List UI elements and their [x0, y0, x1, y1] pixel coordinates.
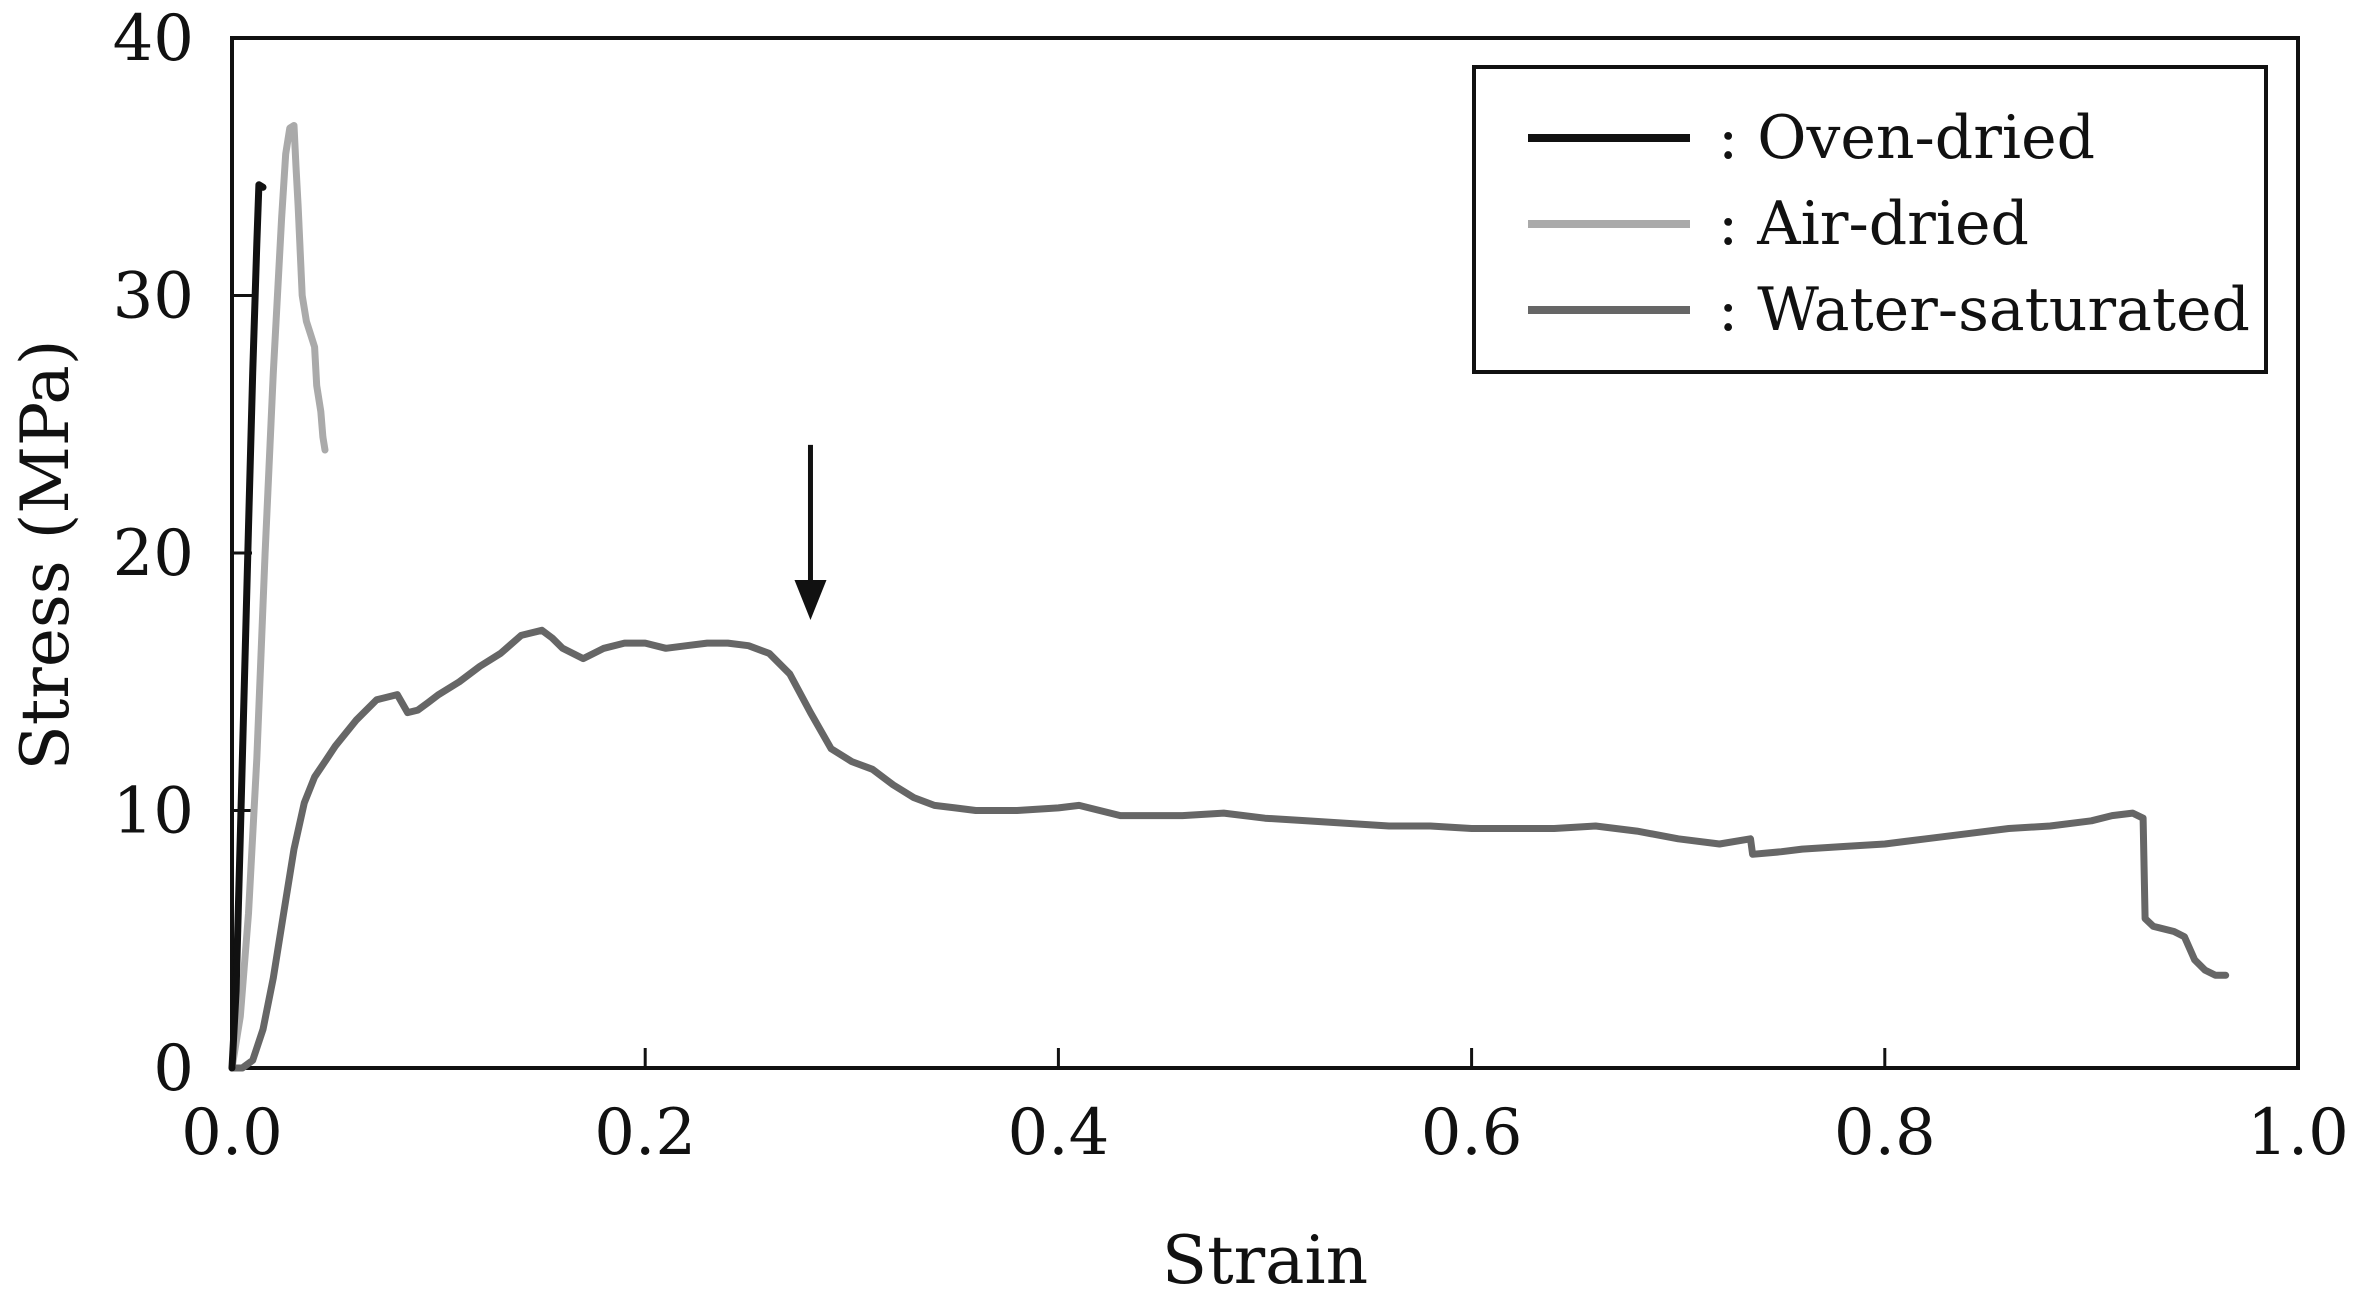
series-line-oven-dried: [228, 181, 267, 1072]
y-axis-title: Stress (MPa): [7, 340, 84, 771]
y-tick-label: 30: [113, 260, 194, 334]
annotation-layer: [794, 444, 827, 620]
x-tick-label: 1.0: [2247, 1096, 2349, 1170]
series-line-air-dried: [228, 122, 329, 1072]
x-tick-label: 0.2: [594, 1096, 696, 1170]
legend-label-air-dried: : Air-dried: [1718, 189, 2029, 259]
y-tick-label: 20: [113, 517, 194, 591]
legend-label-oven-dried: : Oven-dried: [1718, 103, 2095, 173]
y-tick-label: 40: [113, 2, 194, 76]
x-tick-label: 0.4: [1008, 1096, 1110, 1170]
legend-label-water-saturated: : Water-saturated: [1718, 275, 2250, 345]
y-tick-label: 10: [113, 775, 194, 849]
x-tick-label: 0.8: [1834, 1096, 1936, 1170]
x-tick-label: 0.0: [181, 1096, 283, 1170]
x-axis-title: Strain: [1162, 1222, 1368, 1299]
x-tick-label: 0.6: [1421, 1096, 1523, 1170]
legend: : Oven-dried : Air-dried : Water-saturat…: [1472, 65, 2268, 374]
annotation-arrow-head: [794, 579, 827, 620]
series-line-water-saturated: [228, 626, 2230, 1072]
legend-box: [1472, 65, 2268, 374]
series-layer: [228, 122, 2230, 1072]
y-axis-ticks: 0 10 20 30 40: [113, 2, 252, 1106]
x-axis-ticks: 0.0 0.2 0.4 0.6 0.8 1.0: [181, 1048, 2349, 1170]
y-tick-label: 0: [153, 1032, 194, 1106]
